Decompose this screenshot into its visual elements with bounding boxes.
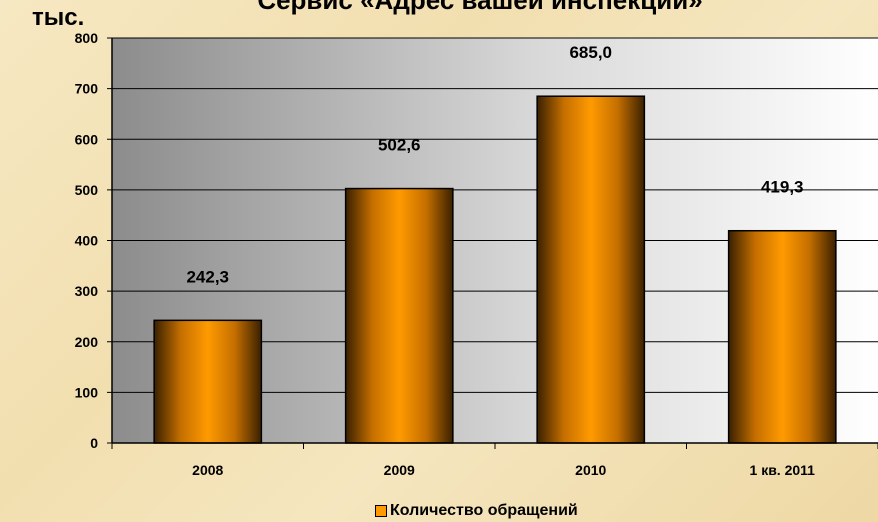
y-tick-label: 600: [75, 131, 99, 147]
y-tick-label: 500: [75, 182, 99, 198]
y-tick-label: 400: [75, 233, 99, 249]
data-label: 242,3: [186, 267, 229, 286]
data-label: 502,6: [378, 136, 421, 155]
y-tick-label: 0: [90, 435, 98, 451]
x-tick-label: 1 кв. 2011: [750, 462, 816, 478]
data-label: 419,3: [761, 178, 804, 197]
x-tick-label: 2009: [384, 462, 415, 478]
y-axis-unit-label: тыс.: [32, 4, 85, 31]
data-label: 685,0: [569, 43, 612, 62]
x-tick-label: 2010: [575, 462, 606, 478]
y-tick-label: 800: [75, 30, 99, 46]
chart-title: Сервис «Адрес вашей инспекции»: [257, 0, 703, 15]
y-tick-label: 300: [75, 283, 99, 299]
y-tick-label: 700: [75, 81, 99, 97]
y-tick-label: 200: [75, 334, 99, 350]
legend-label: Количество обращений: [390, 502, 578, 519]
legend: Количество обращений: [375, 502, 578, 520]
y-tick-label: 100: [75, 384, 99, 400]
bar: [344, 187, 454, 444]
bar: [153, 319, 263, 444]
legend-swatch: [375, 505, 387, 517]
bar: [536, 95, 646, 444]
bar: [727, 229, 837, 444]
x-tick-label: 2008: [192, 462, 223, 478]
